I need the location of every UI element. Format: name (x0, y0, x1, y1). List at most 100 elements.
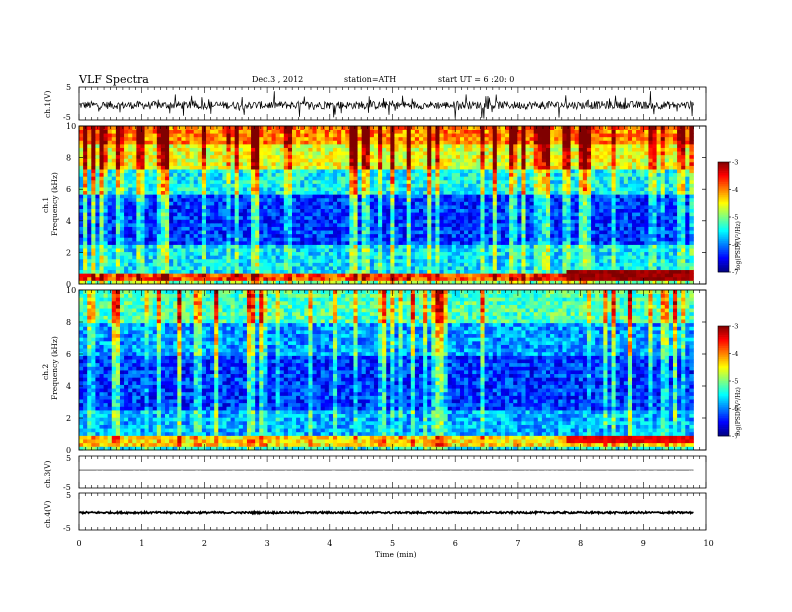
spectrogram-cell (140, 244, 145, 249)
spectrogram-cell (345, 251, 350, 256)
spectrogram-cell (591, 205, 596, 209)
spectrogram-cell (652, 176, 657, 181)
spectrogram-cell (672, 190, 678, 195)
spectrogram-cell (107, 172, 113, 177)
spectrogram-cell (246, 176, 252, 181)
spectrogram-cell (279, 176, 285, 181)
spectrogram-cell (427, 255, 432, 260)
spectrogram-cell (525, 215, 531, 220)
spectrogram-cell (160, 269, 166, 274)
spectrogram-cell (201, 251, 207, 256)
spectrogram-cell (83, 240, 88, 245)
spectrogram-cell (562, 219, 567, 224)
spectrogram-cell (394, 190, 399, 195)
spectrogram-cell (197, 248, 203, 253)
spectrogram-cell (423, 258, 428, 263)
spectrogram-cell (681, 194, 686, 199)
spectrogram-cell (263, 190, 268, 195)
spectrogram-cell (517, 233, 522, 238)
spectrogram-cell (443, 183, 449, 188)
spectrogram-cell (517, 226, 522, 231)
spectrogram-cell (529, 251, 535, 256)
spectrogram-cell (324, 187, 330, 192)
spectrogram-cell (382, 197, 387, 202)
spectrogram-cell (574, 233, 580, 238)
spectrogram-cell (83, 179, 88, 184)
spectrogram-cell (570, 205, 576, 209)
spectrogram-cell (640, 208, 645, 213)
spectrogram-cell (341, 201, 346, 206)
spectrogram-cell (210, 179, 215, 184)
spectrogram-cell (251, 176, 256, 181)
spectrogram-cell (177, 226, 182, 231)
spectrogram-cell (111, 194, 117, 199)
spectrogram-cell (279, 280, 285, 285)
spectrogram-cell (500, 266, 506, 271)
spectrogram-cell (124, 255, 129, 260)
spectrogram-cell (394, 269, 399, 274)
spectrogram-cell (259, 233, 264, 238)
spectrogram-cell (513, 269, 518, 274)
spectrogram-cell (582, 169, 588, 174)
spectrogram-cell (169, 165, 174, 170)
spectrogram-cell (558, 240, 563, 245)
spectrogram-cell (259, 201, 264, 206)
spectrogram-cell (173, 212, 178, 217)
spectrogram-cell (636, 258, 641, 263)
spectrogram-cell (521, 176, 526, 181)
spectrogram-cell (332, 244, 338, 249)
spectrogram-cell (525, 255, 531, 260)
spectrogram-cell (308, 222, 313, 227)
spectrogram-cell (193, 255, 199, 260)
spectrogram-cell (255, 179, 260, 184)
spectrogram-cell (378, 172, 383, 177)
spectrogram-cell (111, 219, 117, 224)
spectrogram-cell (648, 266, 653, 271)
spectrogram-cell (132, 183, 137, 188)
spectrogram-cell (226, 165, 231, 170)
spectrogram-cell (451, 248, 457, 253)
spectrogram-cell (681, 215, 686, 220)
spectrogram-cell (107, 190, 113, 195)
spectrogram-cell (660, 276, 666, 281)
spectrogram-cell (537, 226, 543, 231)
spectrogram-cell (193, 248, 199, 253)
spectrogram-cell (148, 248, 154, 253)
spectrogram-cell (492, 201, 498, 206)
spectrogram-cell (197, 183, 203, 188)
spectrogram-cell (349, 190, 354, 195)
spectrogram-cell (681, 205, 686, 209)
spectrogram-cell (320, 169, 326, 174)
spectrogram-cell (296, 187, 301, 192)
spectrogram-cell (447, 172, 453, 177)
spectrogram-cell (136, 273, 141, 278)
spectrogram-cell (414, 233, 420, 238)
spectrogram-cell (304, 244, 309, 249)
spectrogram-cell (107, 273, 113, 278)
spectrogram-cell (668, 262, 674, 267)
spectrogram-cell (337, 222, 342, 227)
spectrogram-cell (95, 172, 100, 177)
spectrogram-cell (271, 222, 277, 227)
spectrogram-cell (193, 240, 199, 245)
spectrogram-cell (681, 237, 686, 242)
spectrogram-cell (378, 233, 383, 238)
spectrogram-cell (402, 258, 408, 263)
spectrogram-cell (205, 273, 211, 278)
spectrogram-cell (115, 273, 121, 278)
spectrogram-cell (185, 248, 191, 253)
spectrogram-cell (599, 255, 604, 260)
spectrogram-cell (115, 226, 121, 231)
spectrogram-cell (652, 266, 657, 271)
spectrogram-cell (611, 165, 617, 170)
spectrogram-cell (218, 244, 223, 249)
spectrogram-cell (636, 269, 641, 274)
spectrogram-cell (529, 176, 535, 181)
spectrogram-cell (435, 266, 440, 271)
spectrogram-cell (603, 208, 608, 213)
spectrogram-cell (349, 276, 354, 281)
spectrogram-cell (525, 190, 531, 195)
spectrogram-cell (267, 230, 272, 235)
spectrogram-cell (251, 251, 256, 256)
spectrogram-cell (169, 240, 174, 245)
